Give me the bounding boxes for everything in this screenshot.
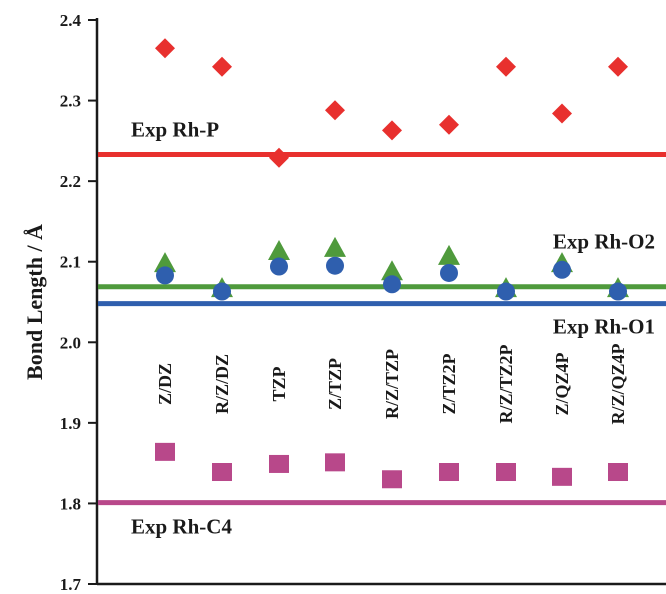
data-point-square	[212, 463, 232, 482]
category-label: Z/QZ4P	[552, 352, 572, 415]
data-point-triangle	[154, 252, 176, 273]
data-point-circle	[270, 257, 288, 276]
data-point-square	[439, 463, 459, 482]
data-point-square	[382, 470, 402, 489]
data-point-circle	[609, 282, 627, 301]
reference-line-label: Exp Rh-C4	[131, 515, 232, 539]
data-point-diamond	[439, 114, 459, 135]
y-tick-label: 1.8	[60, 494, 81, 513]
data-point-square	[269, 454, 289, 473]
data-point-diamond	[496, 56, 516, 77]
data-point-circle	[326, 256, 344, 275]
reference-line-label: Exp Rh-O1	[553, 315, 655, 339]
category-label: R/Z/QZ4P	[608, 343, 628, 424]
reference-line-label: Exp Rh-O2	[553, 230, 655, 254]
data-point-diamond	[325, 100, 345, 121]
data-point-triangle	[381, 260, 403, 281]
data-point-diamond	[269, 147, 289, 168]
data-point-circle	[156, 266, 174, 285]
category-label: R/Z/TZ2P	[496, 344, 516, 423]
data-point-circle	[440, 263, 458, 282]
y-tick-label: 1.7	[60, 575, 82, 594]
y-tick-label: 1.9	[60, 414, 81, 433]
data-point-triangle	[324, 236, 346, 257]
data-point-square	[155, 442, 175, 461]
data-point-diamond	[382, 120, 402, 141]
category-label: R/Z/DZ	[212, 354, 232, 414]
y-tick-label: 2.1	[60, 253, 81, 272]
data-point-diamond	[552, 103, 572, 124]
data-point-square	[496, 463, 516, 482]
data-point-diamond	[155, 38, 175, 59]
y-tick-label: 2.2	[60, 172, 81, 191]
reference-line-label: Exp Rh-P	[131, 118, 219, 142]
category-label: TZP	[269, 366, 289, 401]
y-tick-label: 2.4	[60, 11, 82, 30]
data-point-square	[552, 467, 572, 486]
y-tick-label: 2.0	[60, 333, 81, 352]
data-point-diamond	[212, 56, 232, 77]
category-label: R/Z/TZP	[382, 349, 402, 419]
data-point-triangle	[268, 240, 290, 261]
data-point-circle	[497, 282, 515, 301]
y-axis-title: Bond Length / Å	[22, 224, 47, 380]
category-label: Z/DZ	[155, 363, 175, 405]
data-point-circle	[213, 282, 231, 301]
data-point-square	[608, 463, 628, 482]
data-point-circle	[553, 260, 571, 279]
data-point-triangle	[438, 244, 460, 265]
data-point-diamond	[608, 56, 628, 77]
category-label: Z/TZP	[325, 358, 345, 410]
y-tick-label: 2.3	[60, 92, 81, 111]
data-point-circle	[383, 275, 401, 294]
category-label: Z/TZ2P	[439, 353, 459, 414]
data-point-square	[325, 453, 345, 472]
